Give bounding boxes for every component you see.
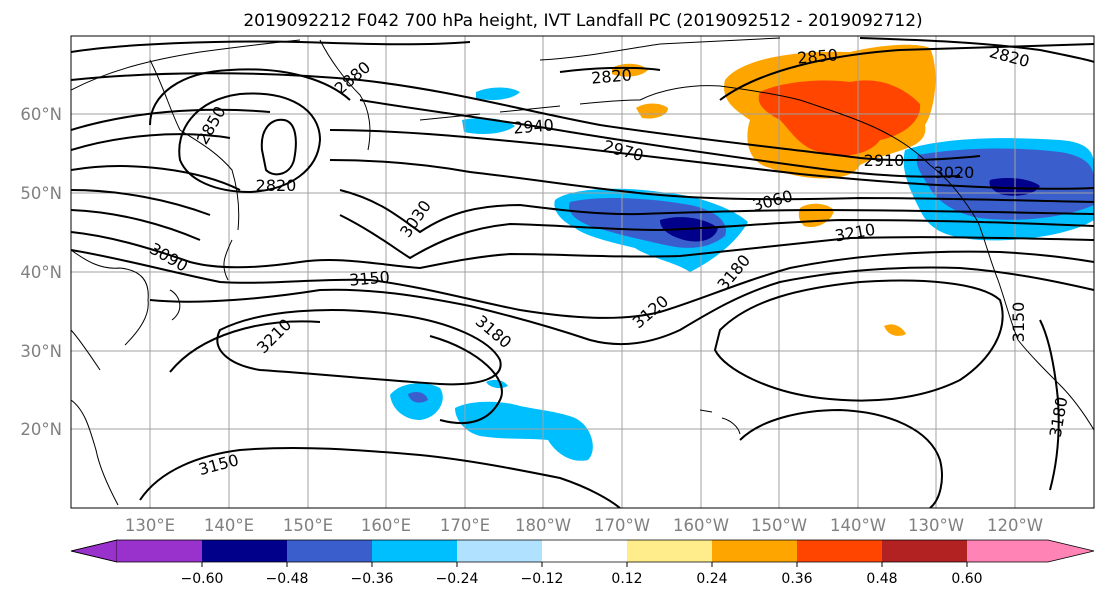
lat-label: 50°N bbox=[20, 184, 62, 203]
contour-3180-west bbox=[216, 309, 502, 386]
lat-label: 60°N bbox=[20, 105, 62, 124]
lon-label: 150°W bbox=[751, 516, 807, 535]
lat-label: 20°N bbox=[20, 420, 62, 439]
contour-3180-se bbox=[1039, 319, 1060, 491]
negative-anomaly-south-3 bbox=[486, 379, 508, 389]
colorbar-tick-label: 0.24 bbox=[696, 571, 727, 587]
contour-label: 3150 bbox=[348, 267, 390, 289]
contour-label: 2820 bbox=[256, 176, 297, 195]
colorbar-swatch bbox=[457, 540, 542, 562]
contour-label: 2910 bbox=[864, 151, 905, 170]
contour-3060 bbox=[71, 209, 1094, 260]
contour-3180-south bbox=[139, 446, 621, 508]
lon-label: 170°W bbox=[594, 516, 650, 535]
colorbar-swatch bbox=[797, 540, 882, 562]
colorbar-swatch bbox=[627, 540, 712, 562]
graticule bbox=[71, 36, 1094, 508]
lon-label: 140°E bbox=[204, 516, 254, 535]
contour-2880 bbox=[71, 40, 471, 126]
contour-2820-bering bbox=[559, 66, 661, 73]
contour-2850-west bbox=[178, 92, 322, 194]
coastline-hawaii bbox=[699, 409, 741, 435]
contour-3090 bbox=[71, 231, 1094, 270]
coastline-asia bbox=[71, 39, 301, 506]
lon-label: 160°E bbox=[361, 516, 411, 535]
colorbar-swatch bbox=[202, 540, 287, 562]
contour-2910 bbox=[71, 72, 981, 162]
colorbar-ticks bbox=[201, 562, 968, 567]
lon-label: 120°W bbox=[987, 516, 1043, 535]
longitude-labels: 130°E 140°E 150°E 160°E 170°E 180°W 170°… bbox=[125, 516, 1043, 535]
map-title: 2019092212 F042 700 hPa height, IVT Land… bbox=[243, 11, 922, 31]
negative-anomaly-south-2 bbox=[455, 401, 593, 461]
colorbar-tick-label: −0.24 bbox=[436, 571, 479, 587]
positive-anomaly-orange-hawaii bbox=[884, 324, 906, 336]
colorbar-tick-label: −0.12 bbox=[521, 571, 564, 587]
lon-label: 170°E bbox=[440, 516, 490, 535]
colorbar-tick-label: 0.36 bbox=[781, 571, 812, 587]
negative-anomaly-aleutian-1 bbox=[476, 87, 520, 100]
contour-3150 bbox=[149, 266, 1094, 346]
latitude-labels: 60°N 50°N 40°N 30°N 20°N bbox=[20, 105, 62, 439]
lon-label: 160°W bbox=[673, 516, 729, 535]
colorbar-outline bbox=[70, 539, 1095, 563]
contour-label: 2940 bbox=[512, 115, 554, 137]
colorbar-tick-label: −0.36 bbox=[351, 571, 394, 587]
contour-label: 3150 bbox=[1009, 302, 1028, 343]
contour-2850-east bbox=[719, 43, 1094, 101]
colorbar: −0.60 −0.48 −0.36 −0.24 −0.12 0.12 0.24 … bbox=[70, 539, 1095, 587]
contour-label: 2850 bbox=[796, 45, 838, 67]
contour-2940 bbox=[71, 99, 961, 178]
colorbar-tick-label: −0.60 bbox=[181, 571, 224, 587]
lon-label: 130°E bbox=[125, 516, 175, 535]
colorbar-tick-label: 0.48 bbox=[866, 571, 897, 587]
contour-3000 bbox=[71, 159, 1094, 203]
colorbar-swatch bbox=[287, 540, 372, 562]
contour-2970 bbox=[71, 129, 1094, 190]
contour-3180-east bbox=[713, 279, 1004, 402]
lon-label: 130°W bbox=[908, 516, 964, 535]
colorbar-swatch bbox=[882, 540, 967, 562]
lat-label: 30°N bbox=[20, 342, 62, 361]
colorbar-tick-label: 0.60 bbox=[951, 571, 982, 587]
lon-label: 180°W bbox=[515, 516, 571, 535]
colorbar-swatch bbox=[372, 540, 457, 562]
lon-label: 140°W bbox=[830, 516, 886, 535]
contour-3120 bbox=[71, 249, 1094, 319]
positive-anomaly-orange-aleutian bbox=[636, 103, 668, 119]
contour-label: 3020 bbox=[934, 163, 975, 182]
colorbar-swatch bbox=[117, 540, 202, 562]
contour-3210 bbox=[169, 320, 503, 425]
height-contours bbox=[71, 37, 1094, 508]
colorbar-tick-label: 0.12 bbox=[611, 571, 642, 587]
colorbar-extend-left bbox=[70, 539, 118, 563]
contour-3030 bbox=[71, 189, 1094, 234]
negative-anomaly-south-1-blue bbox=[408, 392, 428, 403]
colorbar-swatch bbox=[542, 540, 627, 562]
contour-2820-east bbox=[859, 37, 1094, 63]
contour-2820-low bbox=[260, 118, 297, 176]
coastline-aleutian-islands bbox=[419, 99, 641, 121]
coastline-alaska bbox=[539, 37, 931, 166]
lon-label: 150°E bbox=[283, 516, 333, 535]
colorbar-extend-right bbox=[967, 540, 1094, 562]
colorbar-swatch bbox=[712, 540, 797, 562]
lat-label: 40°N bbox=[20, 263, 62, 282]
colorbar-tick-label: −0.48 bbox=[266, 571, 309, 587]
contour-3150-south bbox=[739, 408, 943, 508]
contour-label: 2820 bbox=[590, 65, 632, 87]
map-frame bbox=[70, 35, 1095, 509]
